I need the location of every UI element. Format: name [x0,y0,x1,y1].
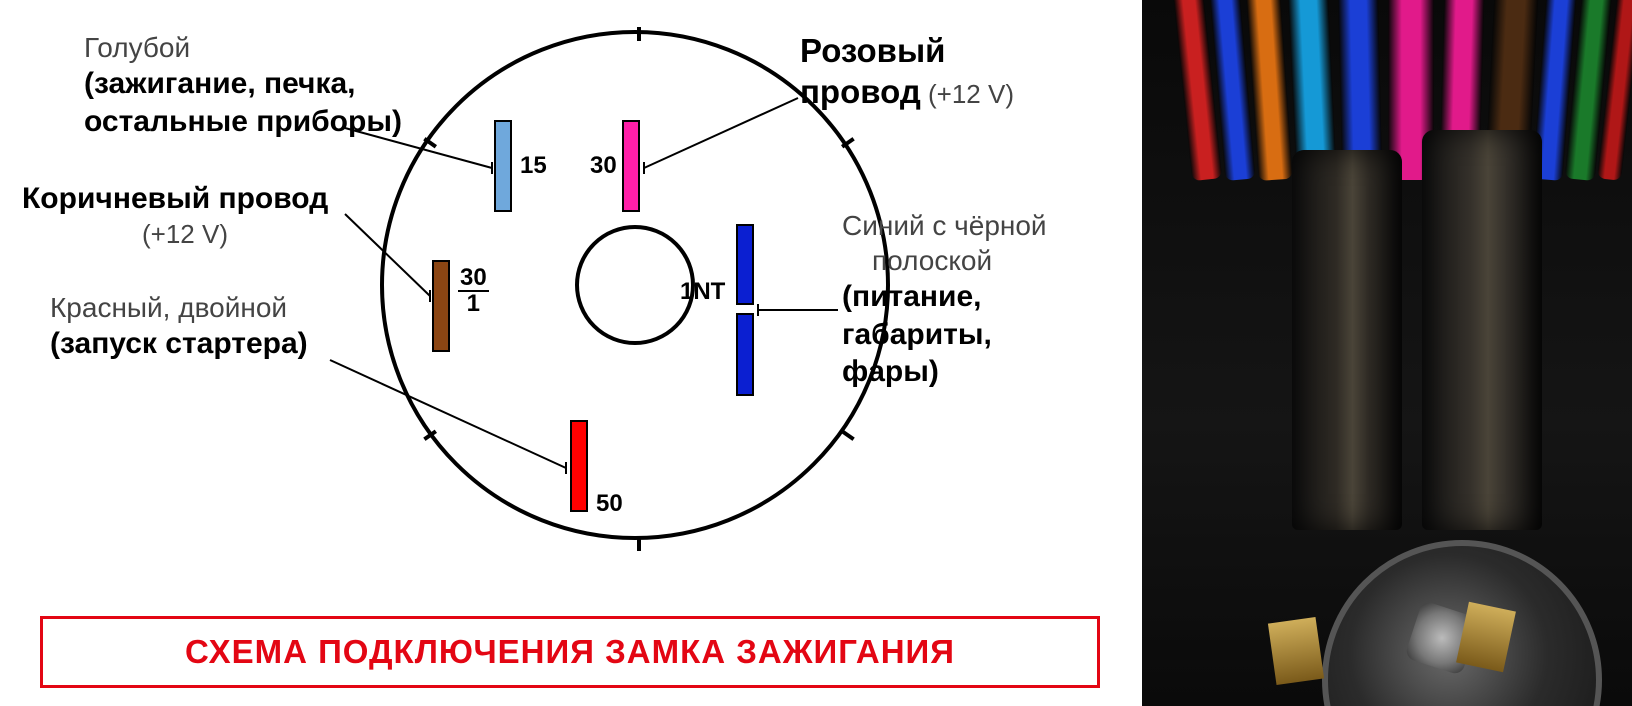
title-bar: СХЕМА ПОДКЛЮЧЕНИЯ ЗАМКА ЗАЖИГАНИЯ [40,616,1100,688]
terminal-30 [622,120,640,212]
label-pink: Розовыйпровод (+12 V) [800,30,1014,113]
label-red: Красный, двойной(запуск стартера) [50,290,308,363]
photo-connector-1 [1422,130,1542,530]
photo-connector-0 [1292,150,1402,530]
title-text: СХЕМА ПОДКЛЮЧЕНИЯ ЗАМКА ЗАЖИГАНИЯ [185,633,955,671]
terminal-1NT [736,224,754,396]
circle-notch [841,430,855,441]
terminal-label-30: 30 [590,152,617,180]
terminal-50 [570,420,588,512]
photo-spade-0 [1268,617,1324,685]
terminal-15 [494,120,512,212]
terminal-label-30/1: 301 [458,266,489,318]
photo-panel [1142,0,1632,706]
terminal-label-1NT: 1NT [680,278,725,306]
circle-notch [423,430,437,441]
circle-notch [637,537,641,551]
circle-notch [637,27,641,41]
diagram-panel: 15 30 301 1NT 50 Голубой(зажигание, печка,ос… [0,0,1142,706]
terminal-label-50: 50 [596,490,623,518]
circle-notch [841,137,855,148]
terminal-label-15: 15 [520,152,547,180]
ignition-inner-circle [575,225,695,345]
label-blue: Голубой(зажигание, печка,остальные прибо… [84,30,402,140]
label-blueblack: Синий с чёрнойполоской(питание,габариты,… [842,208,1047,391]
label-brown: Коричневый провод(+12 V) [22,180,328,250]
terminal-30/1 [432,260,450,352]
circle-notch [423,137,437,148]
